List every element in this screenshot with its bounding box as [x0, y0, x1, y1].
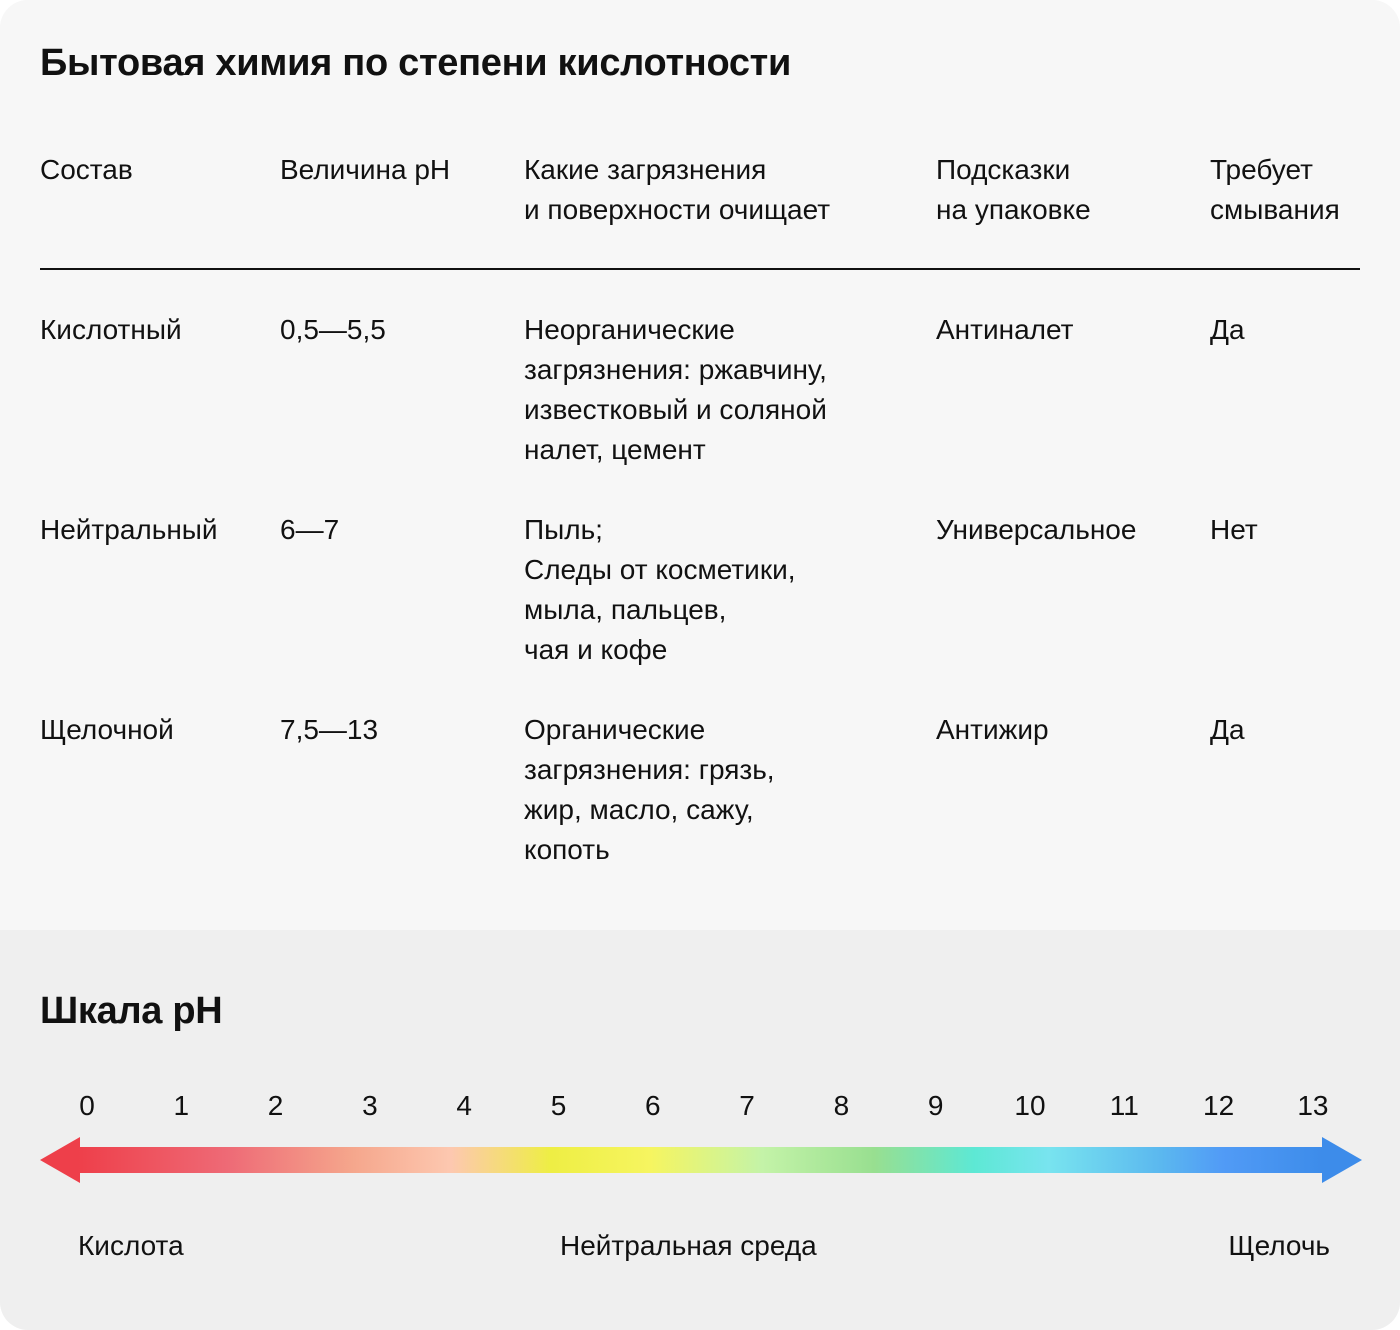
tick-label: 4: [456, 1090, 472, 1121]
tick-label: 10: [1014, 1090, 1046, 1121]
neutral-label: Нейтральная среда: [560, 1230, 817, 1261]
table-section: Бытовая химия по степени кислотности Сос…: [40, 42, 1360, 865]
arrow-right-icon: [1322, 1137, 1362, 1183]
table-cell: 0,5—5,5: [280, 314, 386, 345]
table-cell: Универсальное: [936, 514, 1137, 545]
tick-label: 6: [645, 1090, 661, 1121]
tick-label: 5: [550, 1090, 567, 1121]
table-cell: Нет: [1210, 514, 1258, 545]
tick-label: 9: [927, 1090, 944, 1121]
tick-label: 8: [833, 1090, 850, 1121]
tick-label: 12: [1203, 1090, 1235, 1121]
table-cell: Антиналет: [936, 314, 1074, 345]
column-header: Состав: [40, 154, 133, 185]
header-divider: [40, 268, 1360, 270]
table-cell: Да: [1210, 314, 1245, 345]
tick-label: 11: [1109, 1090, 1139, 1121]
table-cell: 7,5—13: [280, 714, 379, 745]
table-cell: Да: [1210, 714, 1245, 745]
table-cell: 6—7: [280, 514, 340, 545]
tick-label: 2: [267, 1090, 284, 1121]
scale-title: Шкала pH: [40, 990, 223, 1032]
tick-label: 0: [79, 1090, 95, 1121]
table-cell: Антижир: [936, 714, 1049, 745]
arrow-left-icon: [40, 1137, 80, 1183]
table-cell: Неорганические загрязнения: ржавчину, из…: [524, 314, 827, 465]
ph-gradient-bar: [78, 1147, 1322, 1173]
table-cell: Щелочной: [40, 714, 174, 745]
column-header: Требует смывания: [1210, 154, 1340, 225]
tick-label: 13: [1297, 1090, 1329, 1121]
column-header: Подсказки на упаковке: [936, 154, 1091, 225]
table-cell: Органические загрязнения: грязь, жир, ма…: [524, 714, 775, 865]
table-cell: Пыль; Следы от косметики, мыла, пальцев,…: [524, 514, 796, 665]
page-title: Бытовая химия по степени кислотности: [40, 42, 792, 84]
ph-scale-section: Шкала pH 0 1 2 3 4 5 6 7 8 9 10 11 12 13 Кислота Нейт…: [0, 930, 1400, 1330]
tick-label: 3: [362, 1090, 378, 1121]
table-cell: Кислотный: [40, 314, 182, 345]
column-header: Какие загрязнения и поверхности очищает: [524, 154, 831, 225]
table-cell: Нейтральный: [40, 514, 218, 545]
acid-label: Кислота: [78, 1230, 184, 1261]
alkali-label: Щелочь: [1228, 1230, 1330, 1261]
tick-label: 1: [173, 1090, 190, 1121]
tick-label: 7: [739, 1090, 755, 1121]
column-header: Величина pH: [280, 154, 451, 185]
